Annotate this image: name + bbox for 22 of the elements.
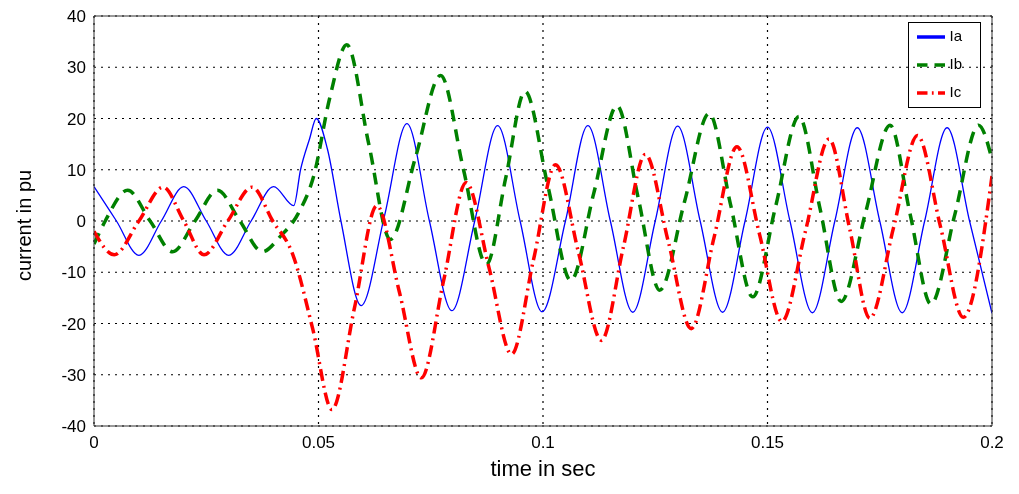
line-series bbox=[94, 133, 992, 412]
x-axis-title: time in sec bbox=[490, 456, 596, 481]
line-series bbox=[94, 117, 992, 314]
y-tick-label: -10 bbox=[61, 263, 86, 283]
legend-label: Ia bbox=[949, 26, 962, 44]
y-tick-label: -30 bbox=[61, 365, 86, 385]
y-tick-label: 10 bbox=[67, 160, 86, 180]
y-tick-label: 0 bbox=[76, 212, 86, 232]
x-tick-label: 0.05 bbox=[301, 433, 336, 453]
y-axis-title: current in pu bbox=[13, 169, 36, 281]
x-tick-label: 0.1 bbox=[531, 433, 555, 453]
x-tick-label: 0.2 bbox=[980, 433, 1004, 453]
x-tick-label: 0.15 bbox=[750, 433, 785, 453]
y-tick-label: 20 bbox=[67, 109, 86, 129]
legend-label: Ib bbox=[949, 54, 962, 72]
legend-label: Ic bbox=[949, 82, 962, 100]
line-series bbox=[94, 42, 992, 306]
y-tick-label: -20 bbox=[61, 314, 86, 334]
y-tick-label: 40 bbox=[67, 7, 86, 27]
x-tick-label: 0 bbox=[89, 433, 99, 453]
y-tick-label: -40 bbox=[61, 417, 86, 437]
y-tick-label: 30 bbox=[67, 58, 86, 78]
